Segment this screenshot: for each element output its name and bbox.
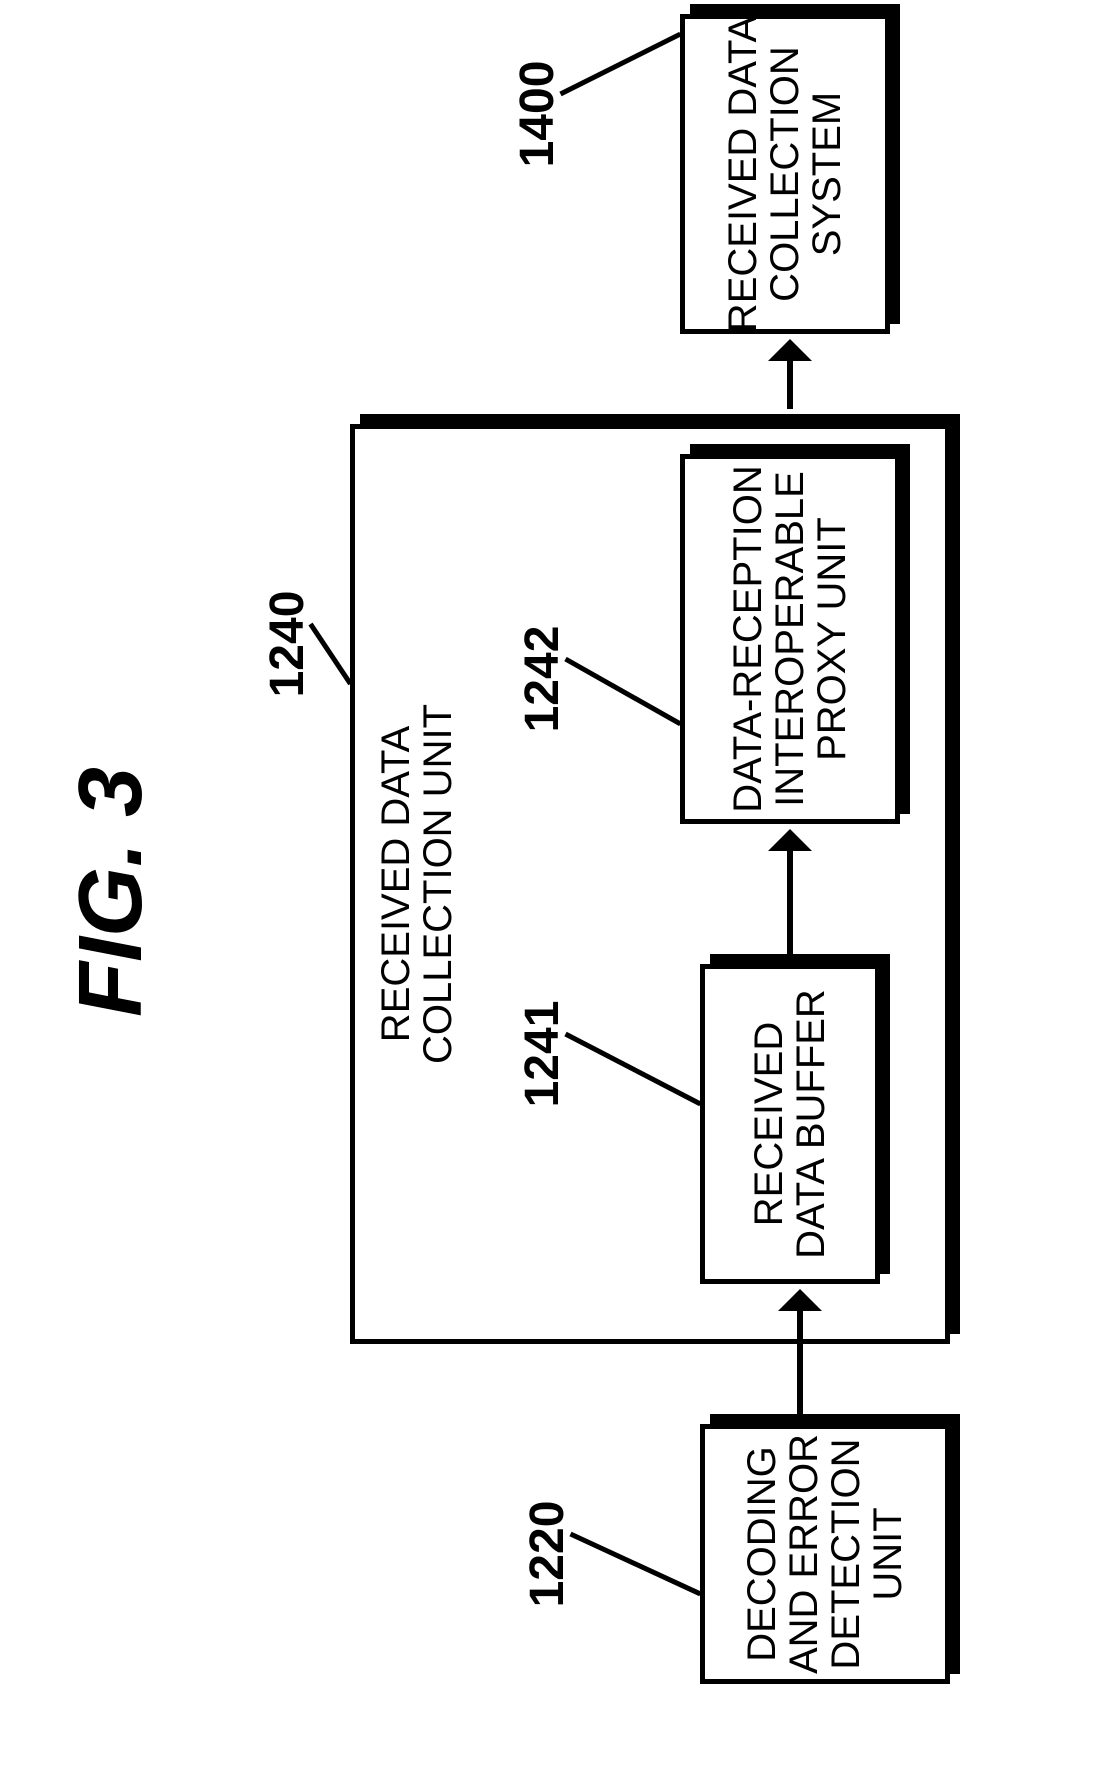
node-label-proxy: DATA-RECEPTION INTEROPERABLE PROXY UNIT bbox=[680, 454, 900, 824]
figure-stage: FIG. 3 RECEIVED DATA COLLECTION UNIT 1240… bbox=[0, 0, 1117, 1784]
edge-line bbox=[787, 851, 793, 954]
node-ref-collection-unit: 1240 bbox=[260, 574, 315, 714]
edge-arrowhead bbox=[768, 829, 812, 851]
node-label-decoding: DECODING AND ERROR DETECTION UNIT bbox=[700, 1424, 950, 1684]
node-label-buffer: RECEIVED DATA BUFFER bbox=[700, 964, 880, 1284]
edge-arrowhead bbox=[768, 339, 812, 361]
edge-line bbox=[787, 361, 793, 409]
node-ref-decoding: 1220 bbox=[520, 1484, 575, 1624]
figure-title: FIG. 3 bbox=[60, 0, 163, 1784]
leader-line bbox=[559, 32, 681, 96]
node-label-collection-unit: RECEIVED DATA COLLECTION UNIT bbox=[375, 634, 459, 1134]
node-ref-buffer: 1241 bbox=[515, 984, 570, 1124]
figure-canvas: FIG. 3 RECEIVED DATA COLLECTION UNIT 1240… bbox=[0, 0, 1117, 1784]
edge-arrowhead bbox=[778, 1289, 822, 1311]
edge-line bbox=[797, 1311, 803, 1414]
node-label-system: RECEIVED DATA COLLECTION SYSTEM bbox=[680, 14, 890, 334]
node-ref-proxy: 1242 bbox=[515, 609, 570, 749]
node-ref-system: 1400 bbox=[510, 44, 565, 184]
leader-line bbox=[569, 1532, 701, 1597]
